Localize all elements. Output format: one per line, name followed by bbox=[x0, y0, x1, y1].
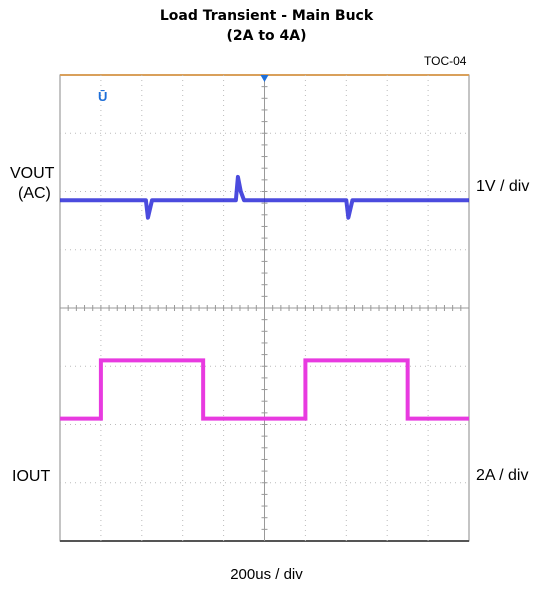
iout-scale-label: 2A / div bbox=[476, 467, 529, 484]
vout-trace bbox=[60, 174, 469, 220]
iout-trace bbox=[60, 358, 469, 421]
vout-scale-label: 1V / div bbox=[476, 178, 530, 195]
chart-subtitle: (2A to 4A) bbox=[226, 28, 307, 44]
vout-series-label: VOUT bbox=[10, 165, 55, 182]
figure-label: TOC-04 bbox=[424, 54, 467, 68]
vout-series-suffix: (AC) bbox=[18, 185, 51, 202]
x-axis-label: 200us / div bbox=[230, 566, 303, 583]
trigger-level-icon: Ū bbox=[98, 89, 107, 104]
chart-title: Load Transient - Main Buck bbox=[159, 8, 374, 24]
iout-series-label: IOUT bbox=[12, 468, 51, 485]
trigger-position-icon bbox=[260, 75, 269, 82]
